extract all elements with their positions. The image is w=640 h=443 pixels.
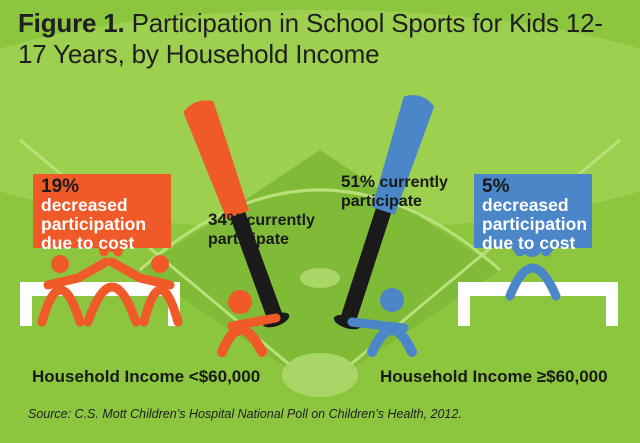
source-note: Source: C.S. Mott Children’s Hospital Na… (28, 407, 462, 421)
low-income-decreased-pct: 19% (41, 176, 80, 197)
figure-label: Figure 1. (18, 8, 125, 38)
high-income-decreased-pct: 5% (482, 176, 510, 197)
sign-low-income-decreased: 19% decreased participation due to cost (33, 174, 171, 253)
income-label-low: Household Income <$60,000 (32, 367, 261, 386)
income-label-high: Household Income ≥$60,000 (380, 367, 608, 386)
sign-high-income-decreased: 5% decreased participation due to cost (474, 174, 592, 253)
bench-right (458, 282, 618, 326)
blue-batter-icon (347, 288, 417, 357)
low-income-participate-label: 34% currently participate (208, 210, 318, 249)
low-income-participate-pct: 34% (208, 210, 243, 229)
chart-title: Figure 1. Participation in School Sports… (18, 8, 628, 70)
infield-arc (139, 188, 501, 272)
pitchers-mound (300, 268, 340, 288)
high-income-participate-text: currently participate (341, 174, 448, 210)
high-income-decreased-text: decreased participation due to cost (482, 195, 588, 253)
title-text: Participation in School Sports for Kids … (18, 8, 603, 69)
high-income-participate-pct: 51% (341, 172, 376, 191)
orange-batter-icon (217, 290, 281, 357)
low-income-participate-text: currently participate (208, 212, 315, 248)
high-income-participate-label: 51% currently participate (341, 172, 451, 211)
home-plate-area (282, 353, 358, 397)
low-income-decreased-text: decreased participation due to cost (41, 195, 147, 253)
